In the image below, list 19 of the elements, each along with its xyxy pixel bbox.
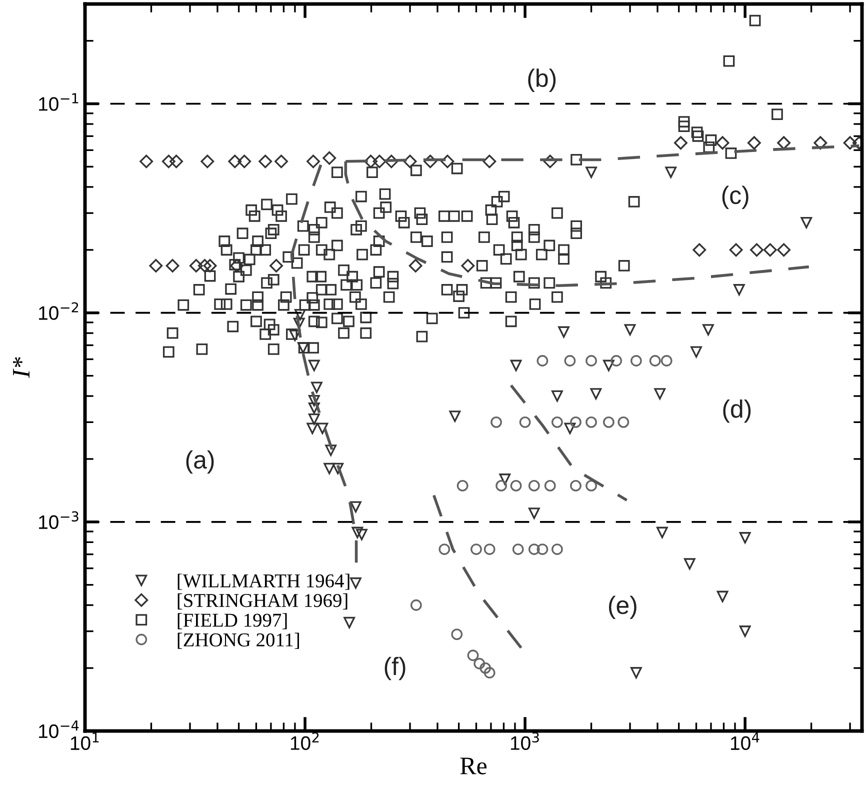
legend-label: [WILLMARTH 1964] (178, 574, 350, 590)
annotation: (e) (608, 596, 636, 620)
annotation: (a) (186, 450, 214, 474)
legend-label: [FIELD 1997] (178, 613, 287, 630)
annotation: (c) (722, 186, 748, 210)
y-axis-title: I* (13, 357, 30, 378)
legend-label: [ZHONG 2011] (178, 632, 299, 649)
annotation: (f) (384, 656, 406, 680)
x-tick-label: 10$^{1}$ (70, 732, 99, 750)
annotation: (b) (528, 68, 556, 92)
annotation: (d) (723, 399, 751, 423)
x-tick-label: 10$^{3}$ (510, 732, 539, 750)
x-tick-label: 10$^{4}$ (730, 732, 760, 750)
y-tick-label: 10$^{−3}$ (39, 511, 78, 530)
legend-label: [STRINGHAM 1969] (178, 593, 348, 610)
y-tick-label: 10$^{−2}$ (39, 302, 78, 320)
y-tick-label: 10$^{−1}$ (39, 93, 78, 111)
x-tick-label: 10$^{2}$ (290, 732, 319, 750)
x-axis-title: Re (460, 758, 487, 774)
